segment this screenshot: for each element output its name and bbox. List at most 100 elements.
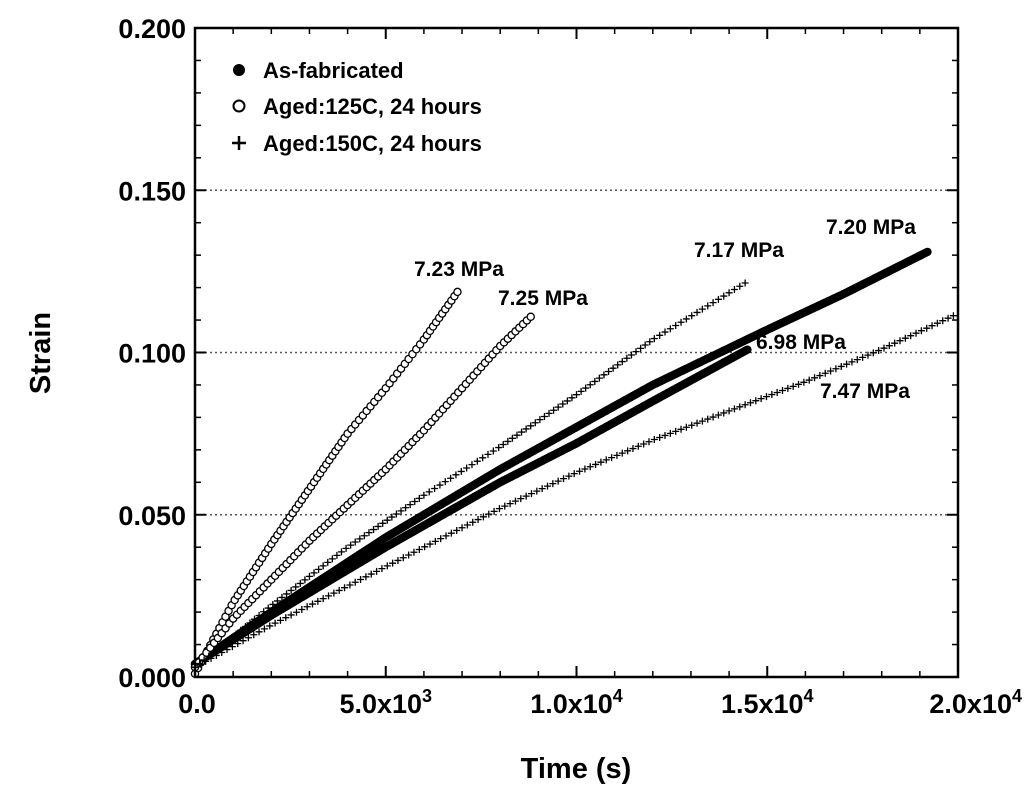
data-point [328,555,336,563]
data-point [273,597,281,605]
data-point [351,538,359,546]
data-point [554,403,562,411]
data-point [618,358,626,366]
data-point [303,603,311,611]
data-point [202,657,210,665]
data-point [637,344,645,352]
x-tick-label: 5.0x103 [339,686,432,719]
data-point [425,488,433,496]
data-point [228,634,236,642]
data-point [549,480,557,488]
x-tick-label: 2.0x104 [929,686,1022,719]
series-725 [190,312,535,672]
data-point [582,384,590,392]
data-point [420,491,428,499]
data-point [489,447,497,455]
data-point [741,279,749,287]
data-point [453,287,462,297]
data-point [499,441,507,449]
x-tick-label: 1.5x104 [721,686,814,719]
data-point [725,289,733,297]
data-point [730,405,738,413]
data-point [426,540,434,548]
y-tick-label: 0.150 [118,176,186,206]
data-point [592,460,600,468]
data-point [586,381,594,389]
data-point [437,535,445,543]
data-point [896,337,904,345]
data-point [405,551,413,559]
legend-label-aged-150c: Aged:150C, 24 hours [263,131,482,156]
y-axis-title: Strain [25,312,57,394]
data-point [200,656,208,664]
data-point [581,465,589,473]
data-series [190,247,957,679]
stress-label: 6.98 MPa [756,331,846,354]
data-point [573,391,580,399]
data-point [251,615,259,623]
data-point [241,623,249,631]
data-point [415,546,423,554]
data-point [196,660,204,668]
data-point [627,351,635,359]
data-point [795,380,803,388]
data-point [901,334,909,342]
y-tick-label: 0.100 [118,339,186,369]
data-point [473,457,481,465]
data-point [517,495,525,503]
data-point [319,595,327,603]
data-point [859,353,867,361]
stress-label: 7.47 MPa [820,380,910,403]
data-point [402,504,410,512]
data-point [388,513,396,521]
data-point [335,586,343,594]
data-point [484,450,492,458]
data-point [597,458,605,466]
data-point [880,344,888,352]
data-point [933,319,941,327]
data-point [479,454,487,462]
data-point [560,475,568,483]
data-point [875,347,883,355]
data-point [891,339,899,347]
data-point [347,541,355,549]
data-point [656,433,664,441]
data-point [661,431,669,439]
data-point [629,445,637,453]
data-point [709,299,717,307]
data-point [415,494,423,502]
data-point [570,470,578,478]
legend-filled-circle-icon [233,64,245,76]
data-point [501,502,509,510]
data-point [704,302,712,310]
data-point [688,312,696,320]
data-point [618,449,626,457]
data-point [324,558,332,566]
data-point [545,409,553,417]
data-point [452,471,460,479]
data-point [436,481,444,489]
data-point [672,322,680,330]
y-tick-label: 0.200 [118,14,186,44]
series-labels: 7.20 MPa 6.98 MPa 7.23 MPa 7.25 MPa 7.17 MPa… [414,216,916,403]
data-point [682,315,690,323]
data-point [325,592,333,600]
data-point [725,407,733,415]
data-point [383,516,391,524]
data-point [513,431,521,439]
data-point [912,329,920,337]
series-698 [190,345,752,669]
data-point [453,526,461,534]
data-point [714,411,722,419]
data-point [864,351,872,359]
data-point [379,519,387,527]
series-717 [191,279,749,671]
data-point [843,360,851,368]
data-point [600,371,608,379]
data-point [310,569,318,577]
data-point [650,335,658,343]
data-point [276,616,284,624]
data-point [591,377,599,385]
data-point [720,409,728,417]
